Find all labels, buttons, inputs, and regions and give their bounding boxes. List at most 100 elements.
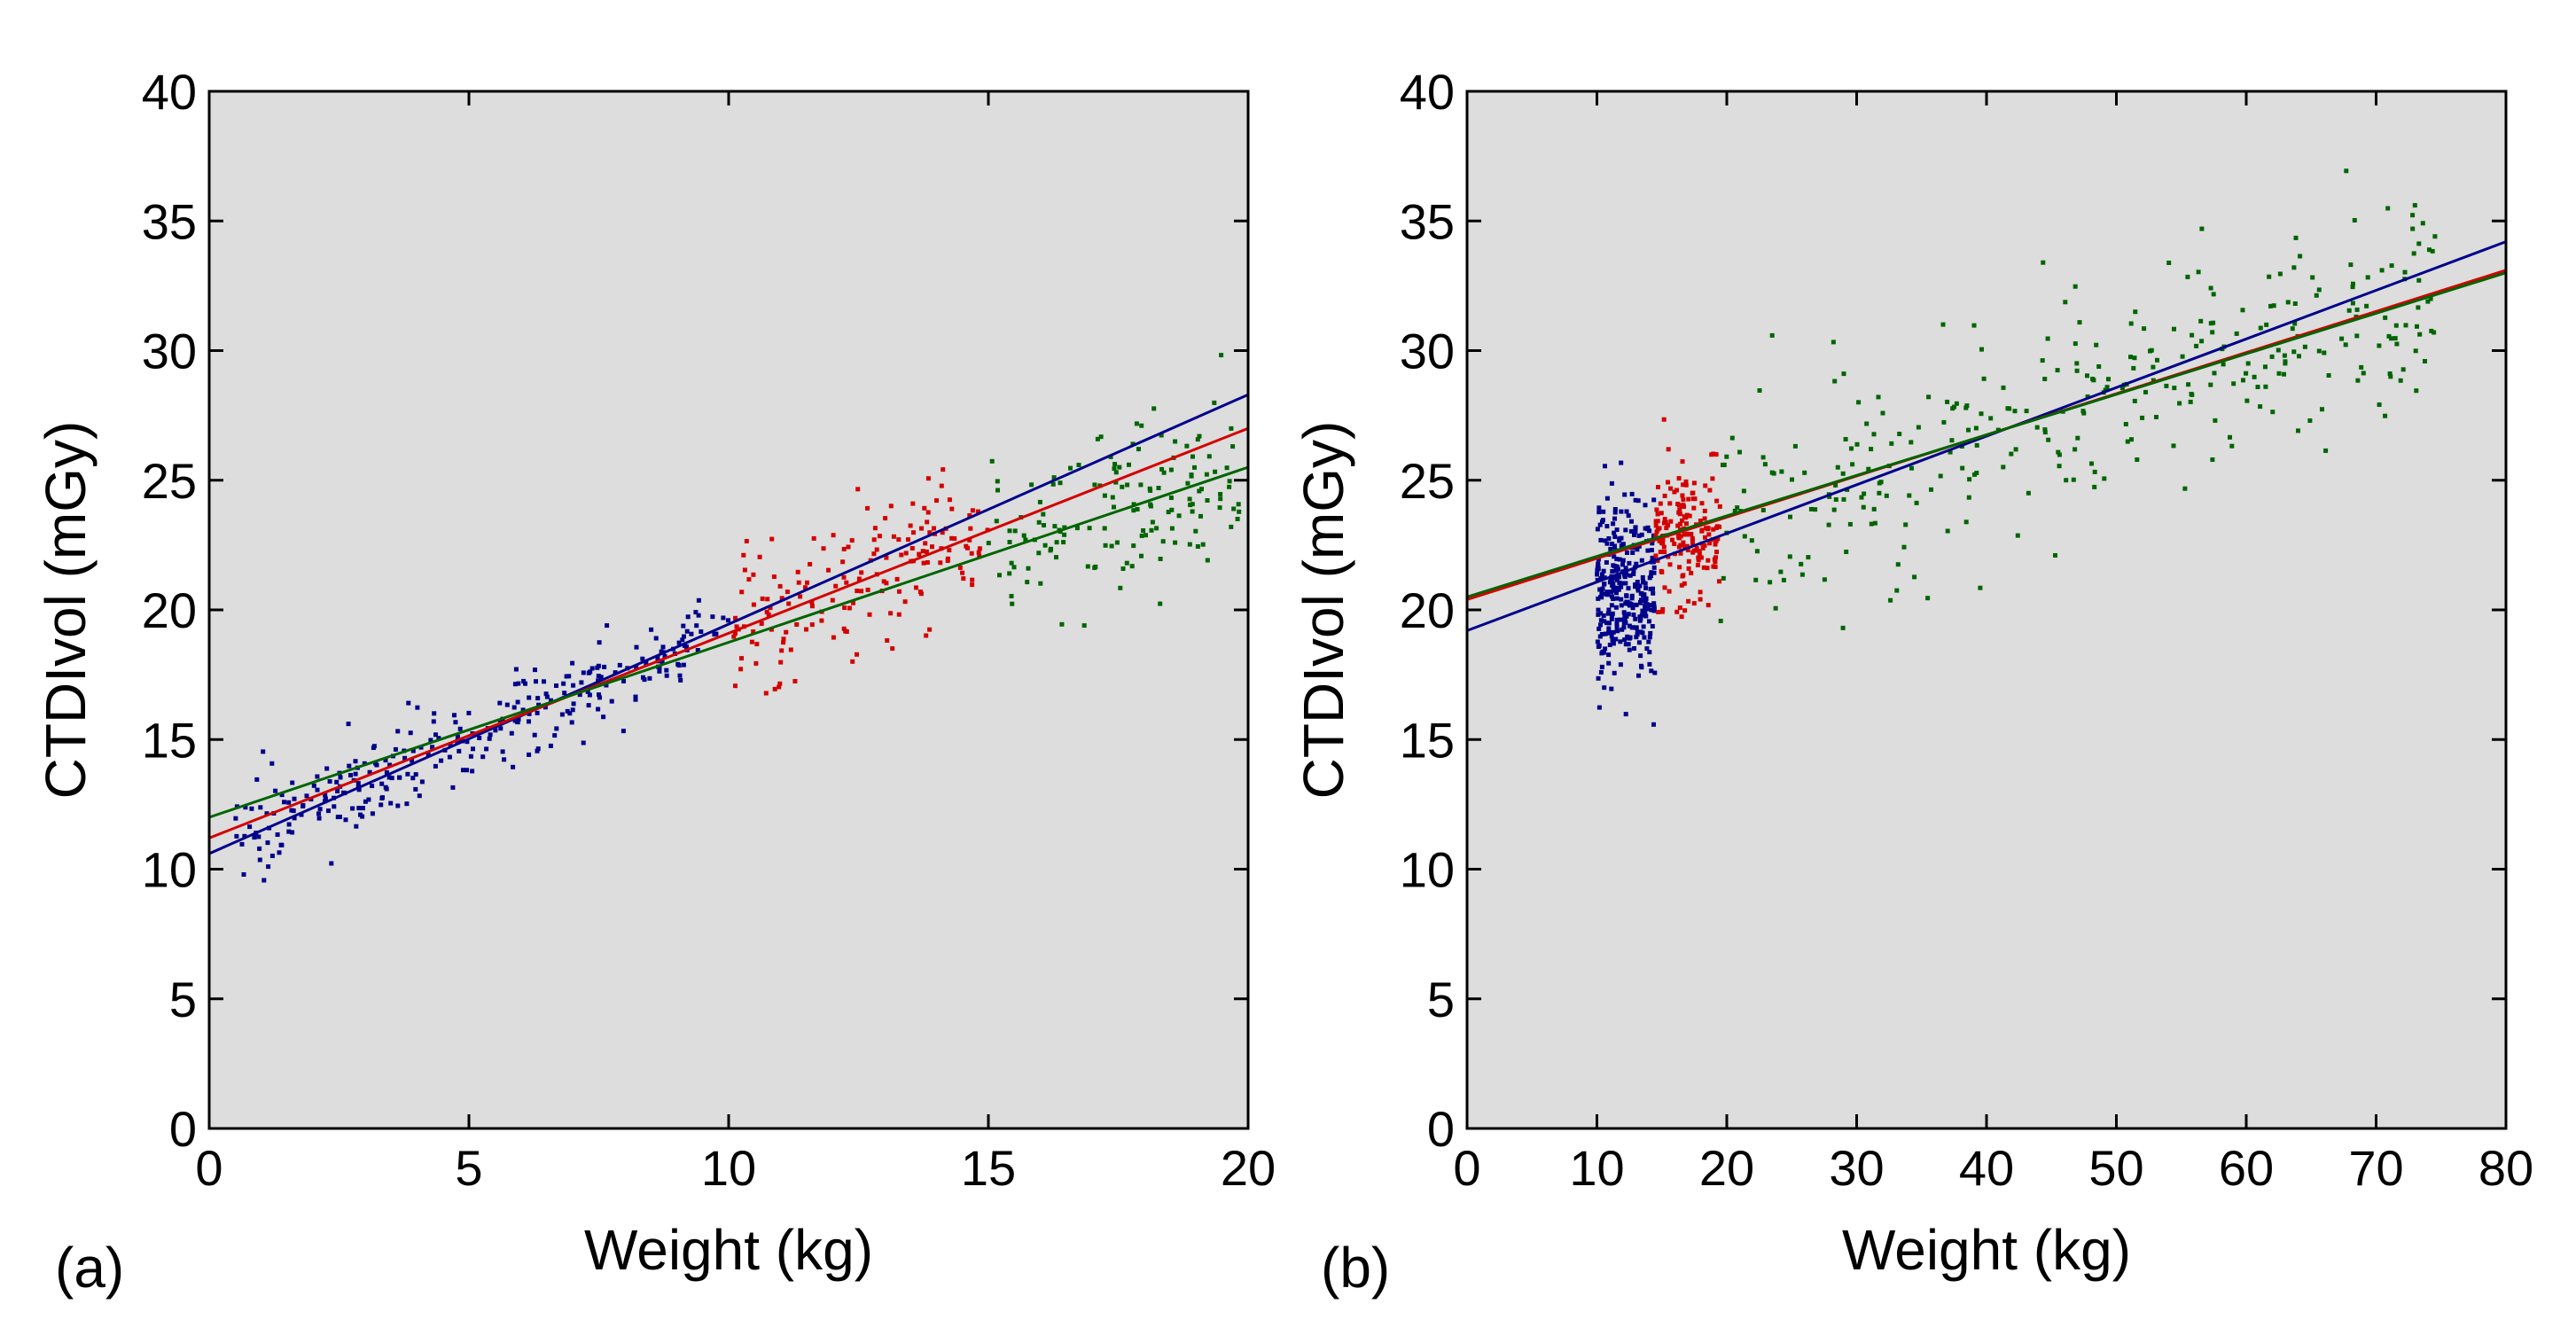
data-point <box>1110 495 1115 500</box>
data-point <box>1625 636 1630 641</box>
data-point <box>1650 541 1655 546</box>
data-point <box>2186 382 2191 387</box>
data-point <box>888 611 894 616</box>
data-point <box>1012 528 1018 534</box>
data-point <box>1059 621 1065 627</box>
data-point <box>1623 620 1628 625</box>
data-point <box>1841 371 1846 377</box>
data-point <box>1647 661 1652 667</box>
data-point <box>1655 527 1660 532</box>
data-point <box>2389 263 2394 269</box>
data-point <box>2007 406 2012 411</box>
x-axis-title-b: Weight (kg) <box>1842 1218 2131 1282</box>
data-point <box>1718 619 1723 623</box>
data-point <box>523 681 527 686</box>
data-point <box>1629 519 1634 524</box>
data-point <box>2412 203 2417 208</box>
y-axis-title-a: CTDIvol (mGy) <box>34 421 98 800</box>
data-point <box>1631 613 1636 617</box>
data-point <box>544 694 550 699</box>
data-point <box>1694 545 1699 550</box>
data-point <box>1689 571 1694 575</box>
data-point <box>1604 589 1610 595</box>
data-point <box>1864 421 1870 426</box>
data-point <box>1184 443 1190 449</box>
data-point <box>1609 480 1614 486</box>
data-point <box>1218 496 1223 502</box>
data-point <box>1029 482 1034 488</box>
data-point <box>2316 287 2322 293</box>
data-point <box>241 872 246 877</box>
data-point <box>969 550 974 556</box>
data-point <box>2208 382 2213 387</box>
panel-label-b: (b) <box>1321 1236 1390 1300</box>
data-point <box>464 739 470 745</box>
data-point <box>1595 577 1600 582</box>
data-point <box>1224 465 1229 471</box>
data-point <box>1599 664 1604 669</box>
x-axis-title-a: Weight (kg) <box>584 1218 873 1282</box>
data-point <box>334 779 340 785</box>
data-point <box>1620 558 1626 563</box>
data-point <box>428 738 433 743</box>
data-point <box>1614 577 1620 582</box>
data-point <box>1607 580 1612 585</box>
data-point <box>2364 303 2369 308</box>
data-point <box>778 660 784 665</box>
data-point <box>1610 582 1615 588</box>
data-point <box>2244 371 2249 376</box>
data-point <box>415 705 420 710</box>
data-point <box>2359 364 2364 370</box>
data-point <box>1635 498 1641 504</box>
data-point <box>2089 461 2094 466</box>
data-point <box>976 550 981 555</box>
data-point <box>1606 660 1612 666</box>
data-point <box>290 780 295 785</box>
data-point <box>2423 359 2427 363</box>
data-point <box>262 878 267 883</box>
data-point <box>1619 460 1624 465</box>
data-point <box>500 749 505 754</box>
data-point <box>781 640 786 645</box>
data-point <box>1651 565 1657 570</box>
x-tick-label: 20 <box>1699 1140 1754 1196</box>
data-point <box>432 711 437 716</box>
data-point <box>1682 514 1687 519</box>
data-point <box>2241 378 2245 383</box>
data-point <box>1866 466 1871 472</box>
data-point <box>888 504 894 509</box>
data-point <box>1190 454 1195 459</box>
data-point <box>1601 568 1606 574</box>
data-point <box>2102 476 2107 481</box>
data-point <box>920 549 925 554</box>
data-point <box>1702 516 1707 521</box>
data-point <box>909 546 915 550</box>
data-point <box>484 746 489 752</box>
data-point <box>384 769 389 775</box>
data-point <box>2297 354 2301 359</box>
data-point <box>1036 550 1042 556</box>
data-point <box>1714 550 1719 555</box>
data-point <box>842 605 847 610</box>
data-point <box>1633 616 1638 621</box>
data-point <box>1963 519 1969 525</box>
data-point <box>693 610 699 615</box>
data-point <box>1854 441 1860 447</box>
data-point <box>1690 490 1696 496</box>
data-point <box>1651 608 1657 613</box>
data-point <box>865 587 870 592</box>
data-point <box>769 627 774 632</box>
data-point <box>903 550 909 556</box>
data-point <box>2427 247 2432 253</box>
data-point <box>2190 332 2195 338</box>
data-point <box>581 670 586 675</box>
data-point <box>2210 330 2215 335</box>
data-point <box>1151 406 1157 411</box>
data-point <box>554 683 558 688</box>
data-point <box>1954 401 1959 406</box>
data-point <box>1633 497 1638 503</box>
y-tick-label: 30 <box>1400 324 1455 379</box>
data-point <box>2276 371 2282 376</box>
data-point <box>1604 621 1610 626</box>
data-point <box>2090 377 2096 381</box>
